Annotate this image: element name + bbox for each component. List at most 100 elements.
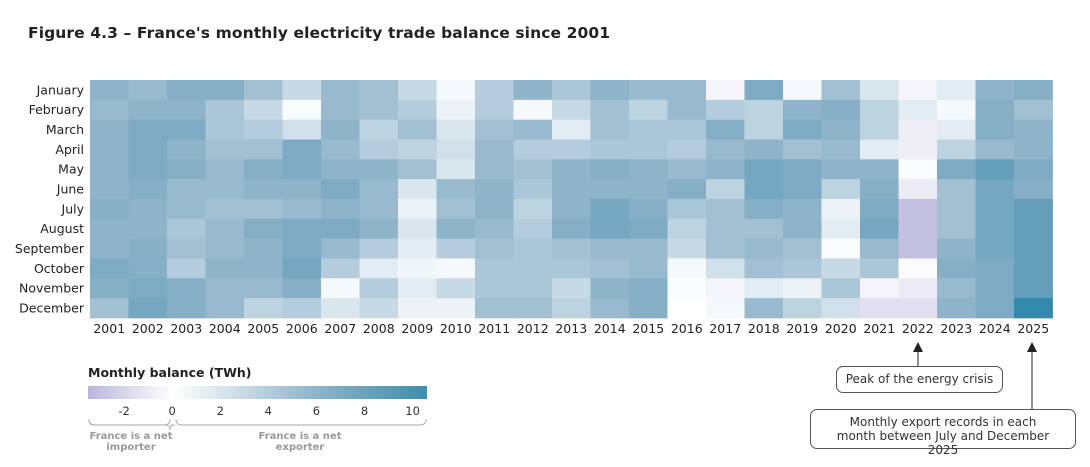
heatmap-cell: [359, 238, 399, 259]
heatmap-cell: [475, 238, 514, 259]
heatmap-cell: [937, 298, 976, 319]
heatmap-cell: [359, 139, 399, 160]
heatmap-cell: [205, 238, 245, 259]
heatmap-cell: [167, 159, 206, 180]
month-label: March: [46, 122, 84, 137]
heatmap-cell: [321, 139, 360, 160]
heatmap-cell: [167, 298, 206, 319]
heatmap-cell: [282, 99, 322, 121]
heatmap-cell: [282, 179, 322, 200]
heatmap-cell: [590, 278, 630, 299]
heatmap-cell: [975, 218, 1015, 240]
colorbar-tick-label: 8: [361, 404, 368, 418]
year-label: 2016: [671, 321, 703, 336]
heatmap-cell: [282, 258, 322, 279]
heatmap-cell: [667, 278, 707, 299]
heatmap-cell: [321, 119, 360, 140]
heatmap-cell: [436, 99, 476, 121]
heatmap-cell: [667, 80, 707, 101]
heatmap-cell: [475, 119, 514, 140]
arrowhead-2022: [913, 342, 923, 352]
heatmap-cell: [398, 99, 437, 121]
year-label: 2005: [247, 321, 279, 336]
heatmap-cell: [744, 119, 784, 140]
heatmap-cell: [629, 99, 668, 121]
heatmap-cell: [1014, 258, 1053, 279]
heatmap-cell: [898, 218, 938, 240]
heatmap-cell: [359, 198, 399, 220]
heatmap-cell: [436, 119, 476, 140]
heatmap-cell: [975, 179, 1015, 200]
heatmap-cell: [513, 99, 553, 121]
heatmap-cell: [860, 238, 899, 259]
heatmap-cell: [244, 218, 283, 240]
heatmap-cell: [898, 278, 938, 299]
heatmap-cell: [975, 298, 1015, 319]
heatmap-cell: [667, 238, 707, 259]
colorbar-title: Monthly balance (TWh): [88, 365, 252, 380]
heatmap-cell: [90, 80, 129, 101]
heatmap-cell: [513, 159, 553, 180]
heatmap-cell: [513, 198, 553, 220]
heatmap-cell: [744, 218, 784, 240]
heatmap-cell: [667, 119, 707, 140]
heatmap-cell: [629, 218, 668, 240]
heatmap-cell: [937, 159, 976, 180]
annotation-export-records: Monthly export records in each month bet…: [810, 409, 1076, 457]
heatmap-cell: [667, 139, 707, 160]
arrowhead-2025: [1027, 342, 1037, 352]
year-label: 2019: [786, 321, 818, 336]
heatmap-cell: [552, 80, 591, 101]
heatmap-cell: [667, 99, 707, 121]
heatmap-cell: [282, 298, 322, 319]
heatmap-cell: [321, 218, 360, 240]
heatmap-cell: [90, 218, 129, 240]
heatmap-cell: [937, 99, 976, 121]
heatmap-cell: [436, 238, 476, 259]
year-label: 2003: [170, 321, 202, 336]
heatmap-cell: [359, 119, 399, 140]
heatmap-cell: [898, 298, 938, 319]
heatmap-cell: [629, 159, 668, 180]
heatmap-cell: [744, 298, 784, 319]
heatmap-cell: [821, 198, 861, 220]
year-label: 2010: [440, 321, 472, 336]
heatmap-cell: [590, 179, 630, 200]
heatmap-cell: [205, 198, 245, 220]
heatmap-cell: [282, 238, 322, 259]
heatmap-cell: [860, 298, 899, 319]
heatmap-cell: [898, 198, 938, 220]
month-label: May: [58, 162, 84, 177]
heatmap-cell: [513, 119, 553, 140]
heatmap-cell: [706, 198, 745, 220]
year-label: 2023: [940, 321, 972, 336]
colorbar-tick-label: 6: [313, 404, 320, 418]
heatmap-cell: [629, 258, 668, 279]
annotation-energy-crisis: Peak of the energy crisis: [836, 366, 1003, 393]
heatmap-cell: [513, 179, 553, 200]
heatmap-cell: [552, 99, 591, 121]
heatmap-cell: [167, 139, 206, 160]
month-label: February: [29, 102, 85, 117]
heatmap-cell: [205, 179, 245, 200]
heatmap-cell: [860, 218, 899, 240]
heatmap-cell: [783, 80, 822, 101]
heatmap-cell: [205, 139, 245, 160]
heatmap-cell: [783, 99, 822, 121]
heatmap-cell: [898, 159, 938, 180]
heatmap-cell: [128, 139, 168, 160]
heatmap-cell: [398, 119, 437, 140]
heatmap-cell: [321, 198, 360, 220]
heatmap-cell: [706, 139, 745, 160]
heatmap-cell: [860, 80, 899, 101]
heatmap-cell: [436, 258, 476, 279]
heatmap-cell: [706, 80, 745, 101]
heatmap-cell: [321, 258, 360, 279]
heatmap-cell: [321, 298, 360, 319]
heatmap-cell: [90, 258, 129, 279]
heatmap-cell: [475, 258, 514, 279]
heatmap-cell: [590, 218, 630, 240]
heatmap-cell: [475, 80, 514, 101]
heatmap-cell: [898, 139, 938, 160]
heatmap-cell: [706, 159, 745, 180]
